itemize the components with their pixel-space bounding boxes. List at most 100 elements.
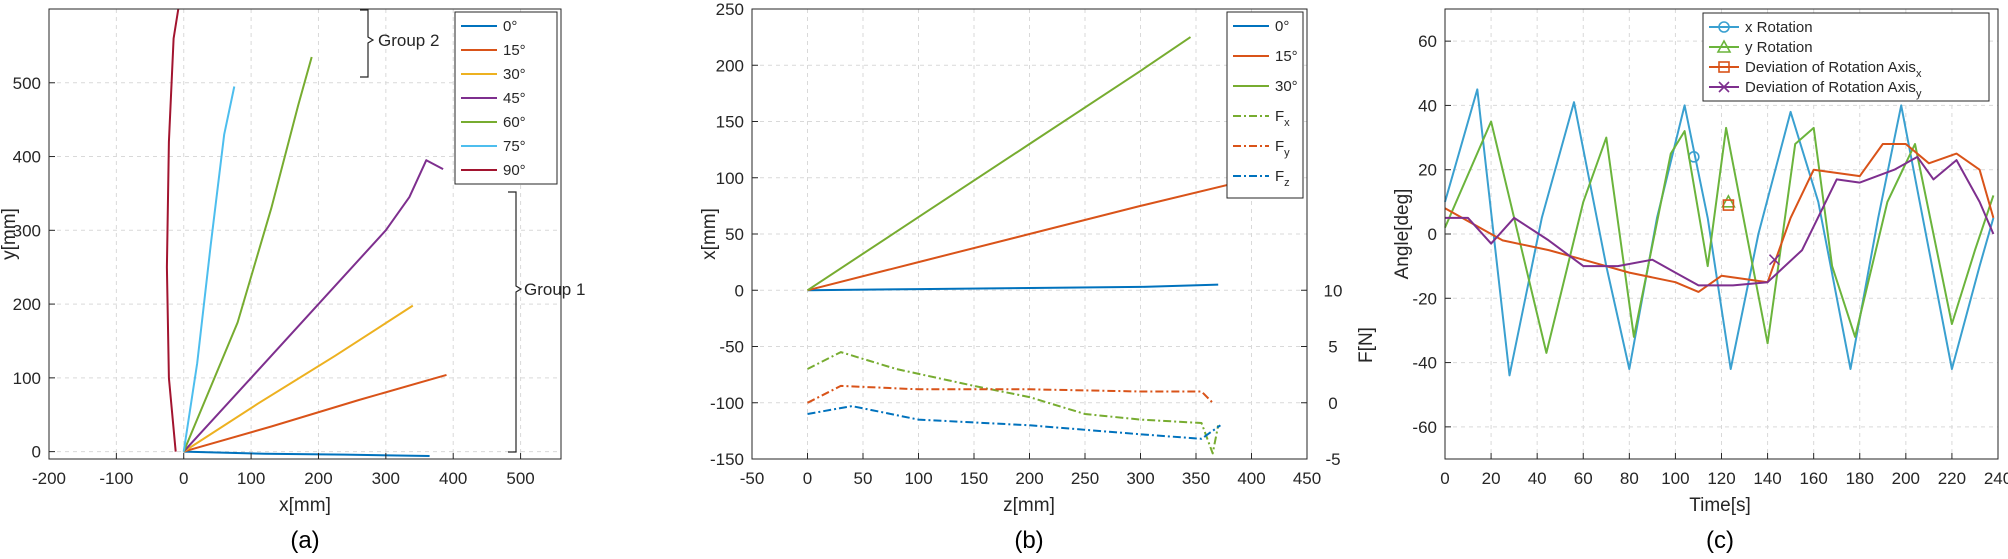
panel-a-xlabel: x[mm] [279, 495, 331, 516]
y-tick-label: 0 [735, 281, 744, 300]
panel-b-ylabel: x[mm] [699, 208, 720, 260]
x-tick-label: 220 [1938, 469, 1966, 488]
panel-a-lines [165, 8, 447, 457]
series-marker-2 [1721, 194, 1736, 208]
panel-a: -200 -100 0 100 200 300 400 500 0 100 200 300 400 500… [0, 8, 585, 554]
series-line-6 [182, 86, 236, 452]
legend-label: Fy [1275, 138, 1290, 159]
legend-label: 15° [1275, 48, 1298, 65]
x-tick-label: 100 [904, 469, 932, 488]
y-tick-label: -150 [710, 450, 744, 469]
y-tick-label: 40 [1418, 96, 1437, 115]
x-tick-label: 350 [1182, 469, 1210, 488]
x-tick-label: 0 [179, 469, 188, 488]
x-tick-label: -200 [32, 469, 66, 488]
x-tick-label: 120 [1707, 469, 1735, 488]
legend-label: Deviation of Rotation Axisy [1745, 79, 1922, 100]
y-tick-label: -20 [1412, 289, 1437, 308]
panel-b-legend: 0° 15° 30° Fx Fy Fz [1226, 11, 1304, 199]
y-tick-label: 200 [13, 295, 41, 314]
series-line-3 [806, 36, 1192, 292]
group-1-brace [508, 191, 523, 453]
y-tick-label: 20 [1418, 161, 1437, 180]
legend-marker [1718, 21, 1730, 33]
y-tick-label: 250 [716, 0, 744, 19]
series-line-2 [1444, 120, 1995, 354]
x-tick-label: 80 [1620, 469, 1639, 488]
y-tick-label: 0 [1428, 225, 1437, 244]
x-tick-label: 200 [1015, 469, 1043, 488]
y-tick-label: 100 [13, 369, 41, 388]
y2-tick-label: -5 [1325, 450, 1340, 469]
group-2-label: Group 2 [378, 31, 439, 50]
y-tick-label: 60 [1418, 32, 1437, 51]
series-marker-3 [1722, 199, 1735, 211]
legend-label: 30° [1275, 78, 1298, 95]
y-tick-label: 50 [725, 225, 744, 244]
legend-label: y Rotation [1745, 39, 1813, 56]
x-tick-label: 60 [1574, 469, 1593, 488]
series-line-5 [807, 384, 1214, 404]
panel-b-ticks: -50 0 50 100 150 200 250 300 350 400 450-150-100-5… [710, 0, 1342, 488]
series-line-3 [183, 304, 414, 453]
x-tick-label: 100 [1661, 469, 1689, 488]
y-tick-label: 150 [716, 113, 744, 132]
y2-tick-label: 5 [1328, 338, 1337, 357]
legend-label: 75° [503, 138, 526, 155]
panel-c-ticks: 0 20 40 60 80 100 120 140 160 180 200 220 240-60-40-… [1412, 32, 2008, 488]
x-tick-label: 300 [372, 469, 400, 488]
y-tick-label: 200 [716, 56, 744, 75]
y2-tick-label: 10 [1324, 281, 1343, 300]
legend-label: Fx [1275, 108, 1290, 129]
series-marker-4 [1768, 254, 1781, 266]
panel-a-ylabel: y[mm] [0, 208, 20, 260]
panel-c-legend: x Rotation y Rotation Deviation of Rotatio… [1702, 12, 1990, 102]
group-1-label: Group 1 [524, 280, 585, 299]
legend-label: Deviation of Rotation Axisx [1745, 59, 1922, 80]
series-line-7 [165, 8, 180, 452]
legend-marker [1718, 61, 1730, 73]
x-tick-label: 50 [854, 469, 873, 488]
x-tick-label: 20 [1482, 469, 1501, 488]
x-tick-label: 140 [1753, 469, 1781, 488]
y-tick-label: 300 [13, 221, 41, 240]
x-tick-label: 0 [1440, 469, 1449, 488]
series-line-5 [182, 56, 313, 452]
x-tick-label: 500 [506, 469, 534, 488]
x-tick-label: 40 [1528, 469, 1547, 488]
series-line-2 [183, 373, 447, 453]
series-line-2 [807, 176, 1258, 292]
y-tick-label: -100 [710, 394, 744, 413]
x-tick-label: 240 [1984, 469, 2008, 488]
x-tick-label: 250 [1071, 469, 1099, 488]
x-tick-label: -50 [740, 469, 765, 488]
y-tick-label: -50 [719, 338, 744, 357]
panel-c-xlabel: Time[s] [1689, 495, 1751, 516]
panel-c-lines [1444, 88, 1995, 377]
x-tick-label: 180 [1846, 469, 1874, 488]
panel-c-ylabel: Angle[deg] [1392, 189, 1413, 280]
x-tick-label: 400 [1237, 469, 1265, 488]
x-tick-label: 150 [960, 469, 988, 488]
x-tick-label: 450 [1293, 469, 1321, 488]
panel-b-xlabel: z[mm] [1003, 495, 1055, 516]
panel-b-legend-box [1226, 11, 1304, 199]
legend-label: 30° [503, 66, 526, 83]
legend-marker [1716, 39, 1732, 53]
y2-tick-label: 0 [1328, 394, 1337, 413]
x-tick-label: 300 [1126, 469, 1154, 488]
panel-c: 0 20 40 60 80 100 120 140 160 180 200 220 240-60-40-… [1392, 8, 2008, 554]
x-tick-label: 200 [1892, 469, 1920, 488]
legend-label: 90° [503, 162, 526, 179]
panel-b-lines [806, 36, 1258, 455]
panel-c-frame [1444, 8, 1999, 460]
series-line-4 [807, 351, 1220, 455]
x-tick-label: 400 [439, 469, 467, 488]
series-line-1 [807, 283, 1219, 292]
legend-marker [1718, 81, 1730, 93]
legend-label: 15° [503, 42, 526, 59]
panel-b: -50 0 50 100 150 200 250 300 350 400 450-150-100-5… [699, 0, 1377, 554]
x-tick-label: 0 [803, 469, 812, 488]
y-tick-label: 0 [32, 443, 41, 462]
panel-b-frame [751, 8, 1308, 460]
